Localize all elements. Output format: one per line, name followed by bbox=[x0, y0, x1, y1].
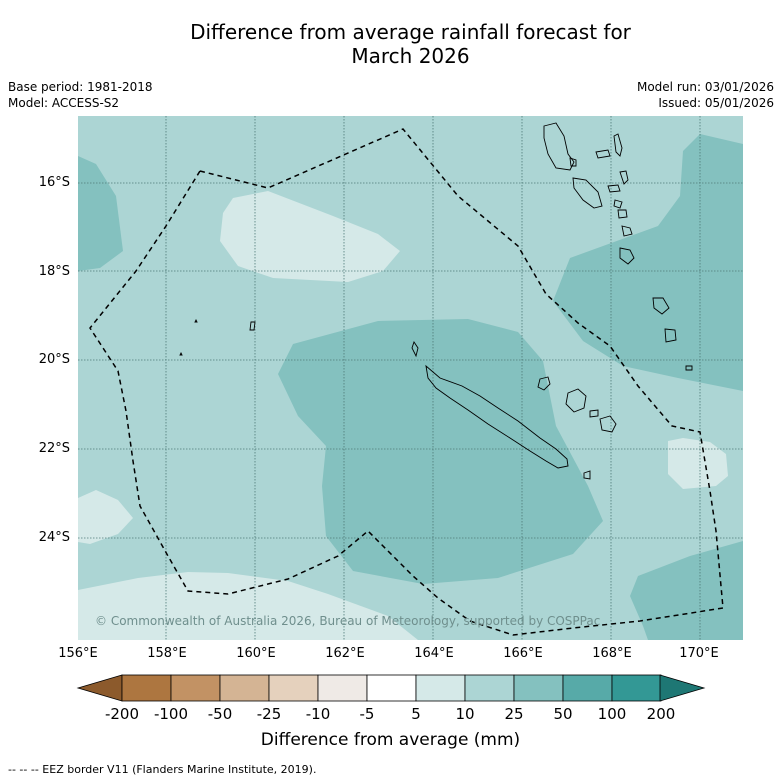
island-ouvea bbox=[537, 376, 551, 391]
island-matthew bbox=[685, 365, 693, 371]
region-light-north bbox=[220, 191, 400, 282]
colorbar-label-neg50: -50 bbox=[207, 705, 233, 723]
base-period: Base period: 1981-2018 bbox=[8, 80, 153, 94]
copyright-notice: © Commonwealth of Australia 2026, Bureau… bbox=[95, 614, 601, 628]
island-erromango bbox=[621, 225, 633, 237]
lat-label-22s: 22°S bbox=[38, 441, 70, 456]
region-central bbox=[278, 319, 603, 584]
colorbar-segment bbox=[268, 674, 319, 702]
colorbar-right-arrow bbox=[659, 674, 706, 702]
model-name: Model: ACCESS-S2 bbox=[8, 96, 120, 110]
lat-label-18s: 18°S bbox=[38, 264, 70, 279]
colorbar-segment bbox=[170, 674, 221, 702]
colorbar-segment bbox=[562, 674, 613, 702]
region-light-west bbox=[78, 490, 133, 544]
region-northeast bbox=[553, 134, 743, 391]
colorbar-segment bbox=[219, 674, 270, 702]
colorbar-segments bbox=[121, 674, 662, 702]
island-malakula bbox=[572, 177, 603, 209]
rainfall-map bbox=[78, 116, 743, 640]
lon-label-164e: 164°E bbox=[414, 646, 454, 661]
colorbar-label-neg200: -200 bbox=[104, 705, 140, 723]
lat-label-16s: 16°S bbox=[38, 175, 70, 190]
eez-border bbox=[89, 128, 724, 636]
region-light-south bbox=[78, 572, 418, 640]
colorbar-title: Difference from average (mm) bbox=[260, 730, 521, 750]
info-right: Model run: 03/01/2026 Issued: 05/01/2026 bbox=[637, 79, 774, 111]
island-chesterfield-a bbox=[249, 321, 256, 331]
island-epi bbox=[613, 199, 623, 209]
lat-label-24s: 24°S bbox=[38, 530, 70, 545]
lon-label-156e: 156°E bbox=[58, 646, 98, 661]
island-tanna bbox=[619, 247, 635, 265]
title-line-1: Difference from average rainfall forecas… bbox=[190, 20, 631, 44]
eez-footnote: -- -- -- EEZ border V11 (Flanders Marine… bbox=[8, 763, 317, 776]
gridlines bbox=[78, 116, 743, 640]
lat-label-20s: 20°S bbox=[38, 352, 70, 367]
island-malo bbox=[569, 157, 577, 167]
colorbar bbox=[76, 674, 706, 702]
island-lifou bbox=[565, 388, 587, 413]
colorbar-label-10: 10 bbox=[455, 705, 475, 723]
colorbar-label-neg100: -100 bbox=[153, 705, 189, 723]
region-southeast bbox=[630, 541, 743, 640]
island-hunter bbox=[664, 328, 677, 343]
island-vanua-lava bbox=[652, 297, 670, 315]
island-belep bbox=[411, 340, 419, 358]
lon-label-166e: 166°E bbox=[503, 646, 543, 661]
island-mare bbox=[599, 415, 617, 433]
chart-title: Difference from average rainfall forecas… bbox=[0, 20, 781, 68]
island-loyalty-small bbox=[589, 409, 599, 418]
colorbar-segment bbox=[317, 674, 368, 702]
island-pines bbox=[583, 470, 591, 480]
lon-label-162e: 162°E bbox=[325, 646, 365, 661]
island-ambrym bbox=[607, 184, 621, 193]
colorbar-left-arrow bbox=[76, 674, 123, 702]
title-line-2: March 2026 bbox=[351, 44, 470, 68]
colorbar-segment bbox=[464, 674, 515, 702]
model-run: Model run: 03/01/2026 bbox=[636, 80, 774, 94]
colorbar-label-neg10: -10 bbox=[305, 705, 331, 723]
lon-label-160e: 160°E bbox=[236, 646, 276, 661]
colorbar-label-5: 5 bbox=[411, 705, 421, 723]
island-chesterfield-b bbox=[194, 318, 198, 323]
colorbar-label-100: 100 bbox=[597, 705, 627, 723]
island-maewo bbox=[613, 133, 623, 157]
colorbar-label-25: 25 bbox=[504, 705, 524, 723]
islands bbox=[179, 122, 693, 480]
island-efate bbox=[617, 209, 628, 219]
issued-date: Issued: 05/01/2026 bbox=[658, 96, 774, 110]
colorbar-segment bbox=[513, 674, 564, 702]
colorbar-label-200: 200 bbox=[646, 705, 676, 723]
colorbar-label-neg25: -25 bbox=[256, 705, 282, 723]
colorbar-segment bbox=[121, 674, 172, 702]
new-caledonia bbox=[425, 364, 569, 469]
info-left: Base period: 1981-2018 Model: ACCESS-S2 bbox=[8, 79, 153, 111]
region-light-east bbox=[668, 438, 728, 489]
island-chesterfield-c bbox=[179, 351, 183, 356]
colorbar-label-neg5: -5 bbox=[359, 705, 375, 723]
region-west-edge bbox=[78, 156, 123, 271]
colorbar-label-50: 50 bbox=[553, 705, 573, 723]
colorbar-segment bbox=[611, 674, 662, 702]
lon-label-158e: 158°E bbox=[147, 646, 187, 661]
island-ambae bbox=[595, 149, 611, 159]
colorbar-segment bbox=[415, 674, 466, 702]
colorbar-segment bbox=[366, 674, 417, 702]
lon-label-170e: 170°E bbox=[679, 646, 719, 661]
lon-label-168e: 168°E bbox=[592, 646, 632, 661]
island-pentecost bbox=[619, 170, 629, 185]
